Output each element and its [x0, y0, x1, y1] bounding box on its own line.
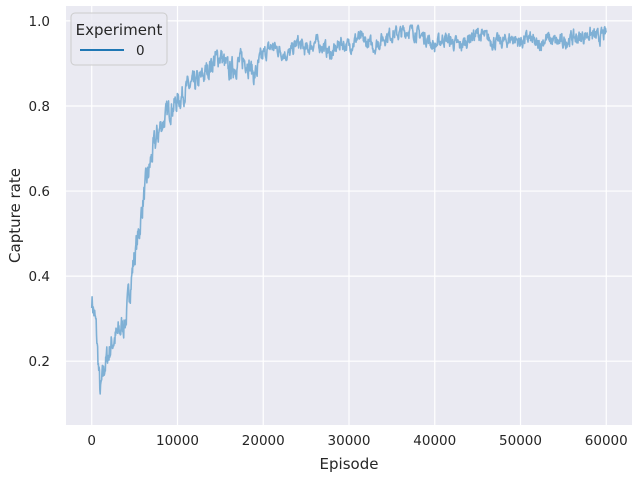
- y-tick-label: 0.6: [29, 184, 50, 200]
- series-layer: [90, 24, 608, 395]
- x-tick-label: 20000: [242, 433, 285, 449]
- legend-box: [70, 12, 168, 66]
- y-axis-label: Capture rate: [6, 168, 24, 263]
- y-tick-label: 1.0: [29, 14, 50, 30]
- series-line-0: [90, 24, 608, 395]
- y-axis-ticks: 0.2 0.4 0.6 0.8 1.0: [29, 14, 50, 370]
- x-axis-ticks: 0 10000 20000 30000 40000 50000 60000: [87, 433, 627, 449]
- x-tick-label: 50000: [499, 433, 542, 449]
- x-tick-label: 10000: [156, 433, 199, 449]
- legend-title: Experiment: [76, 21, 163, 39]
- y-tick-label: 0.4: [29, 269, 50, 285]
- x-tick-label: 40000: [413, 433, 456, 449]
- x-tick-label: 60000: [585, 433, 628, 449]
- x-tick-label: 0: [87, 433, 96, 449]
- x-tick-label: 30000: [328, 433, 371, 449]
- legend: Experiment 0: [70, 12, 168, 66]
- legend-entry-label: 0: [136, 43, 145, 59]
- y-tick-label: 0.2: [29, 354, 50, 370]
- x-axis-label: Episode: [320, 455, 379, 473]
- grid: [66, 6, 632, 425]
- y-tick-label: 0.8: [29, 99, 50, 115]
